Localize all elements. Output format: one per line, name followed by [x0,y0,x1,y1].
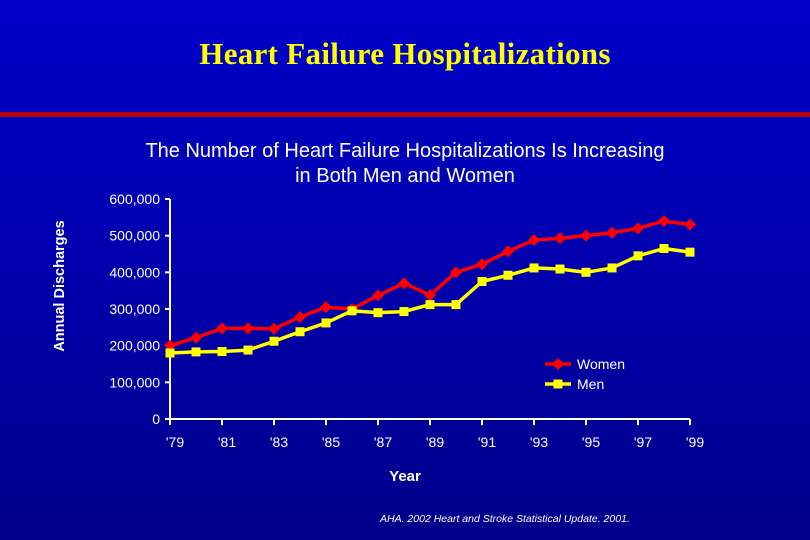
y-tick-label: 400,000 [109,264,160,280]
y-tick-label: 0 [152,411,160,427]
y-tick-label: 600,000 [109,191,160,207]
chart-subtitle-line-1: The Number of Heart Failure Hospitalizat… [145,140,664,162]
data-point-women [190,331,202,344]
data-point-women [554,232,566,245]
data-point-men [529,263,539,273]
data-point-women [268,322,280,335]
legend: Women Men [545,356,625,392]
data-point-men [191,347,201,357]
data-point-women [684,218,696,231]
data-point-men [399,307,409,317]
x-tick-label: '99 [686,434,704,450]
data-point-women [216,322,228,335]
x-tick-label: '93 [530,434,548,450]
data-point-men [477,277,487,286]
data-point-men [555,264,565,274]
y-tick-label: 200,000 [109,338,160,354]
x-tick-label: '97 [634,434,652,450]
data-point-men [425,300,435,310]
data-point-women [502,245,514,258]
data-point-women [528,234,540,247]
x-tick-label: '83 [270,434,288,450]
data-point-women [632,222,644,235]
data-point-women [580,229,592,242]
legend-label-women: Women [577,356,625,372]
data-point-men [373,308,383,318]
title-divider [0,112,810,117]
data-point-men [581,267,591,277]
x-tick-label: '81 [218,434,236,450]
y-tick-label: 100,000 [109,374,160,390]
data-point-men [321,318,331,328]
y-tick-label: 500,000 [109,228,160,244]
data-point-women [476,258,488,271]
data-point-men [347,306,357,316]
data-point-men [685,247,695,257]
legend-label-men: Men [577,376,604,392]
data-point-men [295,327,305,337]
data-point-women [424,289,436,302]
source-citation: AHA. 2002 Heart and Stroke Statistical U… [380,513,630,525]
y-tick-label: 300,000 [109,301,160,317]
data-point-women [294,311,306,324]
slide-title: Heart Failure Hospitalizations [199,36,611,71]
x-tick-label: '85 [322,434,340,450]
data-point-women [242,322,254,335]
y-axis-label: Annual Discharges [52,220,68,351]
data-point-men [451,300,461,310]
data-point-men [659,244,669,253]
data-point-men [503,270,513,280]
data-point-men [243,345,253,355]
data-point-women [320,301,332,314]
series-group [164,215,696,358]
data-point-women [398,277,410,290]
x-tick-label: '95 [582,434,600,450]
x-tick-label: '87 [374,434,392,450]
x-axis-label: Year [389,468,421,485]
data-point-men [633,251,643,261]
x-tick-label: '91 [478,434,496,450]
data-point-women [658,215,670,227]
data-point-women [372,289,384,302]
chart-subtitle-line-2: in Both Men and Women [295,165,515,187]
data-point-women [450,266,462,279]
legend-marker-women [552,358,564,370]
data-point-men [165,348,175,358]
x-tick-label: '89 [426,434,444,450]
data-point-men [607,263,617,273]
data-point-men [217,347,227,357]
x-tick-label: '79 [166,434,184,450]
data-point-men [269,336,279,346]
axes: 0 100,000 200,000 300,000 400,000 500,000 600,… [109,191,704,450]
data-point-women [606,226,618,239]
legend-marker-men [553,379,563,389]
